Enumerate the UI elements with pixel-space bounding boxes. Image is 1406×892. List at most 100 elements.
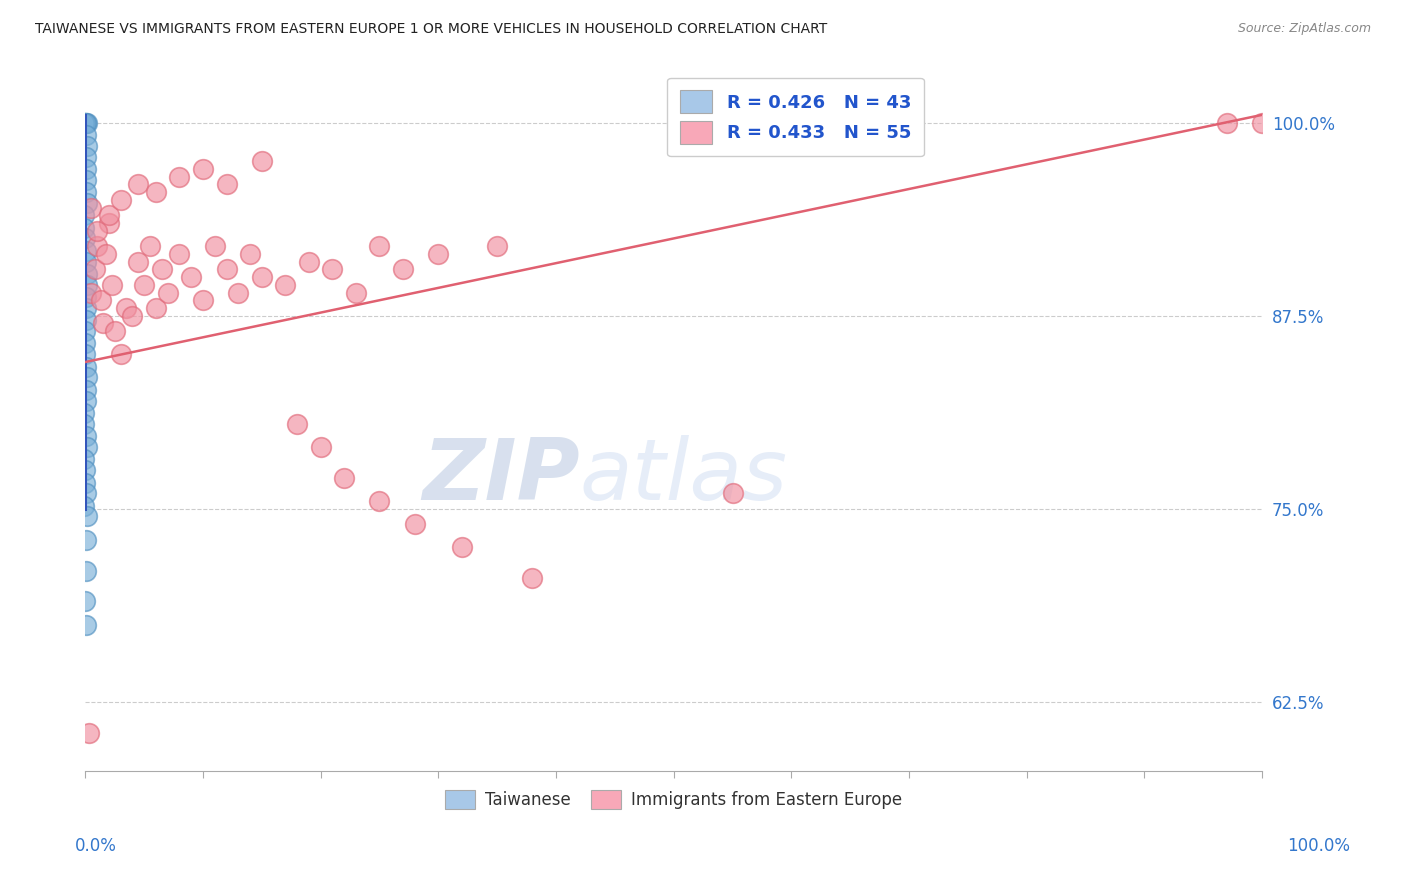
- Point: [522, 571, 544, 585]
- Point: [75, 254, 97, 268]
- Point: [169, 169, 191, 184]
- Point: [86, 239, 108, 253]
- Point: [145, 185, 167, 199]
- Point: [309, 440, 332, 454]
- Point: [215, 178, 238, 192]
- Point: [72, 208, 94, 222]
- Point: [368, 494, 391, 508]
- Point: [75, 383, 97, 397]
- Point: [333, 471, 356, 485]
- Point: [191, 293, 214, 308]
- Point: [75, 185, 97, 199]
- Point: [76, 509, 98, 524]
- Point: [91, 317, 114, 331]
- Point: [285, 417, 308, 431]
- Text: ZIP: ZIP: [422, 434, 579, 517]
- Point: [73, 499, 96, 513]
- Point: [76, 267, 98, 281]
- Point: [427, 247, 450, 261]
- Point: [76, 277, 98, 292]
- Text: 0.0%: 0.0%: [75, 837, 117, 855]
- Point: [75, 173, 97, 187]
- Text: Source: ZipAtlas.com: Source: ZipAtlas.com: [1237, 22, 1371, 36]
- Point: [115, 301, 138, 315]
- Point: [77, 725, 100, 739]
- Point: [250, 154, 273, 169]
- Legend: Taiwanese, Immigrants from Eastern Europe: Taiwanese, Immigrants from Eastern Europ…: [439, 783, 908, 816]
- Point: [75, 359, 97, 374]
- Point: [344, 285, 367, 300]
- Point: [127, 178, 149, 192]
- Point: [250, 270, 273, 285]
- Point: [392, 262, 415, 277]
- Point: [75, 161, 97, 176]
- Point: [127, 254, 149, 268]
- Point: [76, 370, 98, 384]
- Point: [404, 517, 426, 532]
- Point: [73, 231, 96, 245]
- Point: [169, 247, 191, 261]
- Point: [368, 239, 391, 253]
- Point: [75, 290, 97, 304]
- Point: [101, 277, 124, 292]
- Point: [145, 301, 167, 315]
- Point: [73, 115, 96, 129]
- Point: [80, 285, 103, 300]
- Point: [75, 564, 97, 578]
- Point: [204, 239, 226, 253]
- Point: [96, 247, 118, 261]
- Point: [86, 224, 108, 238]
- Point: [75, 429, 97, 443]
- Point: [73, 115, 96, 129]
- Point: [75, 486, 97, 500]
- Point: [226, 285, 249, 300]
- Point: [75, 533, 97, 547]
- Point: [321, 262, 343, 277]
- Point: [75, 475, 97, 490]
- Point: [97, 208, 120, 222]
- Point: [76, 195, 98, 210]
- Point: [156, 285, 179, 300]
- Point: [104, 324, 127, 338]
- Point: [274, 277, 297, 292]
- Point: [110, 347, 132, 361]
- Point: [110, 193, 132, 207]
- Point: [298, 254, 321, 268]
- Point: [75, 313, 97, 327]
- Point: [75, 347, 97, 361]
- Text: 100.0%: 100.0%: [1288, 837, 1350, 855]
- Point: [76, 440, 98, 454]
- Point: [486, 239, 509, 253]
- Point: [139, 239, 162, 253]
- Point: [1251, 115, 1274, 129]
- Point: [450, 541, 472, 555]
- Point: [134, 277, 156, 292]
- Point: [75, 594, 97, 608]
- Point: [75, 617, 97, 632]
- Point: [73, 115, 96, 129]
- Point: [90, 293, 112, 308]
- Point: [72, 452, 94, 467]
- Point: [180, 270, 202, 285]
- Point: [1216, 115, 1239, 129]
- Point: [83, 262, 105, 277]
- Point: [75, 463, 97, 477]
- Point: [75, 150, 97, 164]
- Point: [721, 486, 744, 500]
- Point: [72, 417, 94, 431]
- Point: [75, 244, 97, 258]
- Point: [73, 336, 96, 351]
- Point: [75, 128, 97, 142]
- Point: [191, 161, 214, 176]
- Point: [80, 201, 103, 215]
- Point: [75, 115, 97, 129]
- Text: TAIWANESE VS IMMIGRANTS FROM EASTERN EUROPE 1 OR MORE VEHICLES IN HOUSEHOLD CORR: TAIWANESE VS IMMIGRANTS FROM EASTERN EUR…: [35, 22, 827, 37]
- Point: [215, 262, 238, 277]
- Point: [73, 220, 96, 235]
- Point: [75, 301, 97, 315]
- Point: [76, 138, 98, 153]
- Point: [73, 406, 96, 420]
- Point: [97, 216, 120, 230]
- Point: [239, 247, 262, 261]
- Text: atlas: atlas: [579, 434, 787, 517]
